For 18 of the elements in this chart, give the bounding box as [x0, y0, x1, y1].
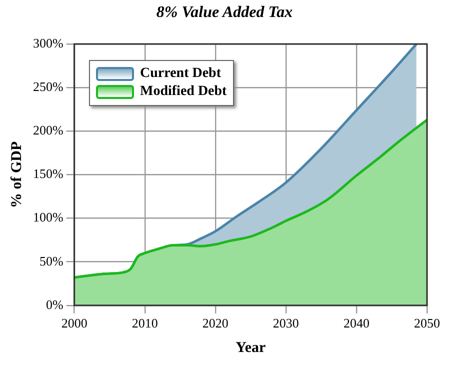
y-tick-label: 150% — [32, 166, 64, 182]
legend-label: Current Debt — [140, 66, 222, 82]
y-tick-label: 300% — [32, 35, 64, 50]
chart-title: 8% Value Added Tax — [155, 4, 294, 22]
x-tick-label: 2050 — [414, 316, 440, 331]
y-tick-label: 50% — [39, 253, 64, 268]
x-tick-label: 2000 — [61, 316, 88, 331]
x-tick-label: 2040 — [343, 316, 370, 331]
y-tick-label: 200% — [32, 122, 64, 138]
x-tick-label: 2030 — [272, 316, 299, 331]
x-axis-title: Year — [236, 340, 266, 356]
x-tick-label: 2020 — [202, 316, 228, 331]
y-tick-label: 250% — [32, 78, 64, 94]
y-tick-label: 0% — [46, 296, 64, 312]
y-tick-label: 100% — [32, 210, 64, 225]
legend-label: Modified Debt — [140, 84, 227, 100]
x-tick-label: 2010 — [132, 316, 158, 331]
y-axis-title: % of GDP — [8, 141, 25, 208]
